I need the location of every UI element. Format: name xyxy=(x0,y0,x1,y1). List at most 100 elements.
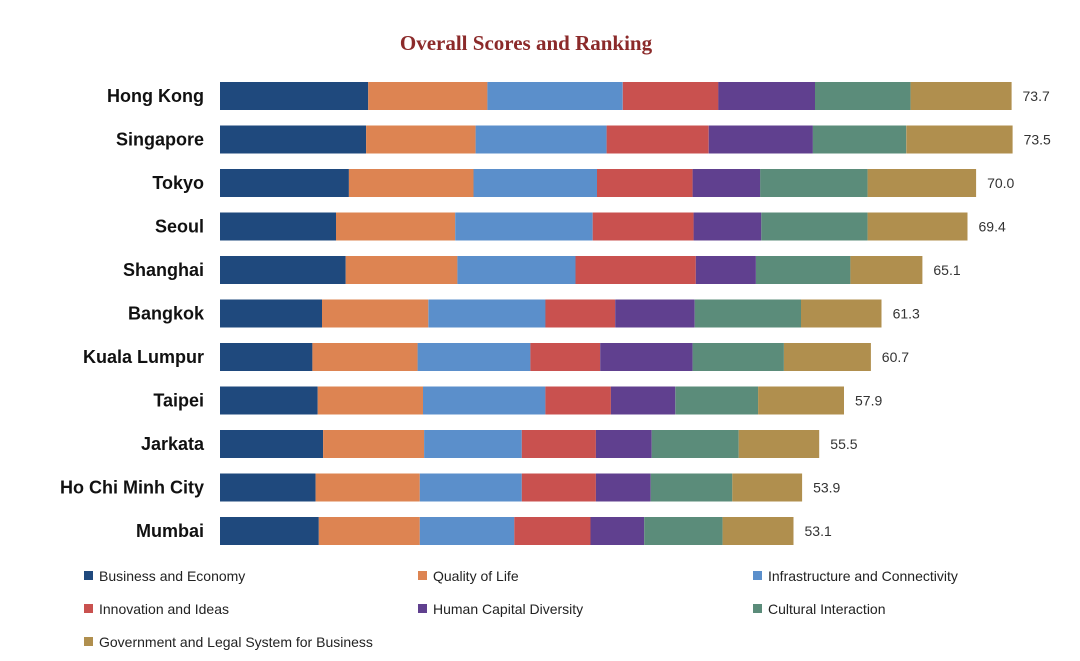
total-label: 55.5 xyxy=(830,436,857,452)
bar-segment xyxy=(424,430,522,458)
legend-label: Innovation and Ideas xyxy=(99,601,229,617)
bar-segment xyxy=(718,82,815,110)
bar-segment xyxy=(220,125,367,154)
bar-segment xyxy=(473,169,597,197)
bar-segment xyxy=(487,82,623,110)
category-label: Bangkok xyxy=(128,304,205,324)
bar-segment xyxy=(336,212,456,241)
bar-segment xyxy=(644,517,723,545)
bar-segment xyxy=(595,473,651,502)
legend-label: Government and Legal System for Business xyxy=(99,634,373,650)
legend-swatch xyxy=(753,604,762,613)
total-label: 70.0 xyxy=(987,175,1014,191)
bar-segment xyxy=(220,517,319,545)
bar-segment xyxy=(708,125,813,154)
bar-segment xyxy=(812,125,907,154)
bar-segment xyxy=(695,256,756,284)
category-label: Shanghai xyxy=(123,260,204,280)
bar-segment xyxy=(220,82,369,110)
bar-segment xyxy=(755,256,851,284)
bar-segment xyxy=(597,169,693,197)
bar-segment xyxy=(419,517,515,545)
total-label: 65.1 xyxy=(933,262,960,278)
bar-segment xyxy=(366,125,476,154)
legend: Business and Economy Quality of Life Infra… xyxy=(84,568,958,650)
bar-segment xyxy=(315,473,420,502)
bar-segment xyxy=(622,82,719,110)
bar-segment xyxy=(220,473,316,502)
bar-segment xyxy=(815,82,911,110)
legend-swatch xyxy=(418,604,427,613)
category-label: Mumbai xyxy=(136,521,204,541)
total-label: 57.9 xyxy=(855,393,882,409)
total-label: 60.7 xyxy=(882,349,909,365)
bar-segment xyxy=(514,517,591,545)
bar-segment xyxy=(317,386,423,415)
chart-title: Overall Scores and Ranking xyxy=(400,31,653,55)
bar-segment xyxy=(590,517,645,545)
category-label: Kuala Lumpur xyxy=(83,347,204,367)
bar-segment xyxy=(322,299,429,328)
bar-segment xyxy=(220,256,346,284)
category-label: Singapore xyxy=(116,130,204,150)
category-label: Hong Kong xyxy=(107,86,204,106)
bar-segment xyxy=(521,430,596,458)
bar-segment xyxy=(692,169,761,197)
bar-segment xyxy=(592,212,694,241)
bar-segment xyxy=(760,169,868,197)
total-label: 73.5 xyxy=(1024,132,1051,148)
bar-segment xyxy=(348,169,474,197)
total-label: 53.1 xyxy=(805,523,832,539)
legend-swatch xyxy=(84,637,93,646)
bar-segment xyxy=(220,386,318,415)
legend-label: Quality of Life xyxy=(433,568,519,584)
bar-segment xyxy=(732,473,803,502)
bar-segment xyxy=(850,256,923,284)
bar-segment xyxy=(722,517,794,545)
bar-segment xyxy=(595,430,652,458)
legend-label: Human Capital Diversity xyxy=(433,601,583,617)
bar-segment xyxy=(318,517,420,545)
bar-segment xyxy=(910,82,1012,110)
bar-segment xyxy=(906,125,1013,154)
bar-segment xyxy=(419,473,522,502)
bar-segment xyxy=(758,386,844,415)
bar-segment xyxy=(220,212,336,241)
bar-segment xyxy=(455,212,593,241)
total-label: 69.4 xyxy=(979,219,1006,235)
category-label: Ho Chi Minh City xyxy=(60,478,204,498)
bar-segment xyxy=(417,343,531,371)
bars-group: Hong Kong 73.7 Singapore 73.5 Tokyo 70.0 Seoul… xyxy=(60,82,1051,545)
bar-segment xyxy=(738,430,820,458)
legend-label: Business and Economy xyxy=(99,568,245,584)
total-label: 61.3 xyxy=(893,306,920,322)
bar-segment xyxy=(220,169,349,197)
bar-segment xyxy=(610,386,676,415)
category-label: Jarkata xyxy=(141,434,205,454)
bar-segment xyxy=(545,386,611,415)
bar-segment xyxy=(475,125,607,154)
bar-segment xyxy=(693,212,762,241)
category-label: Taipei xyxy=(153,391,204,411)
total-label: 53.9 xyxy=(813,480,840,496)
category-label: Seoul xyxy=(155,217,204,237)
bar-segment xyxy=(761,212,868,241)
bar-segment xyxy=(600,343,693,371)
legend-swatch xyxy=(84,571,93,580)
bar-segment xyxy=(220,430,324,458)
legend-label: Infrastructure and Connectivity xyxy=(768,568,958,584)
legend-label: Cultural Interaction xyxy=(768,601,886,617)
bar-segment xyxy=(783,343,871,371)
bar-segment xyxy=(423,386,546,415)
bar-segment xyxy=(694,299,801,328)
legend-swatch xyxy=(84,604,93,613)
bar-segment xyxy=(867,212,968,241)
bar-segment xyxy=(323,430,425,458)
bar-segment xyxy=(545,299,616,328)
bar-segment xyxy=(606,125,709,154)
bar-segment xyxy=(530,343,601,371)
bar-segment xyxy=(220,299,322,328)
bar-segment xyxy=(345,256,458,284)
category-label: Tokyo xyxy=(152,173,204,193)
